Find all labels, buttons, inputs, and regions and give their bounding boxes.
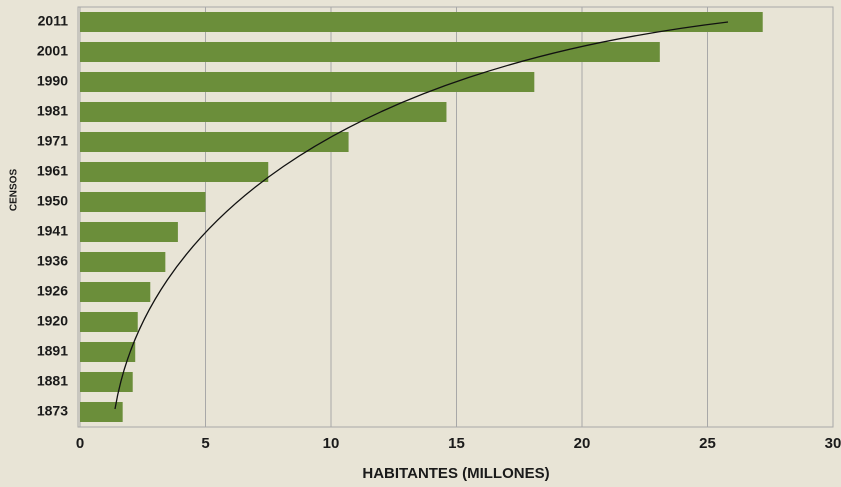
- x-tick-label: 10: [323, 435, 340, 452]
- y-tick-label: 1926: [37, 283, 68, 299]
- bar: [80, 312, 138, 332]
- x-tick-label: 15: [448, 435, 465, 452]
- bar: [80, 222, 178, 242]
- bar: [80, 72, 535, 92]
- y-tick-label: 1950: [37, 193, 68, 209]
- y-tick-label: 1961: [37, 163, 68, 179]
- x-tick-label: 5: [201, 435, 209, 452]
- y-tick-label: 1873: [37, 403, 68, 419]
- bar: [80, 12, 763, 32]
- bar: [80, 372, 133, 392]
- y-tick-label: 1936: [37, 253, 68, 269]
- bar: [80, 132, 349, 152]
- y-tick-label: 2011: [38, 13, 69, 29]
- bar: [80, 252, 166, 272]
- y-tick-label: 2001: [37, 43, 68, 59]
- bar: [80, 162, 269, 182]
- bar: [80, 102, 447, 122]
- y-tick-label: 1881: [37, 373, 68, 389]
- y-axis-title: CENSOS: [9, 169, 20, 212]
- y-tick-label: 1990: [37, 73, 68, 89]
- x-tick-label: 25: [699, 435, 716, 452]
- bar: [80, 282, 151, 302]
- y-tick-label: 1941: [37, 223, 68, 239]
- bar: [80, 192, 206, 212]
- x-tick-label: 20: [574, 435, 591, 452]
- y-tick-label: 1971: [37, 133, 68, 149]
- x-tick-label: 30: [825, 435, 841, 452]
- bar: [80, 342, 136, 362]
- y-tick-label: 1920: [37, 313, 68, 329]
- bar: [80, 42, 660, 62]
- bars: [80, 12, 763, 422]
- trend-curve: [114, 21, 729, 410]
- y-tick-label: 1891: [37, 343, 68, 359]
- bar: [80, 402, 123, 422]
- x-tick-label: 0: [76, 435, 84, 452]
- y-tick-label: 1981: [37, 103, 68, 119]
- x-axis-title: HABITANTES (MILLONES): [362, 465, 549, 482]
